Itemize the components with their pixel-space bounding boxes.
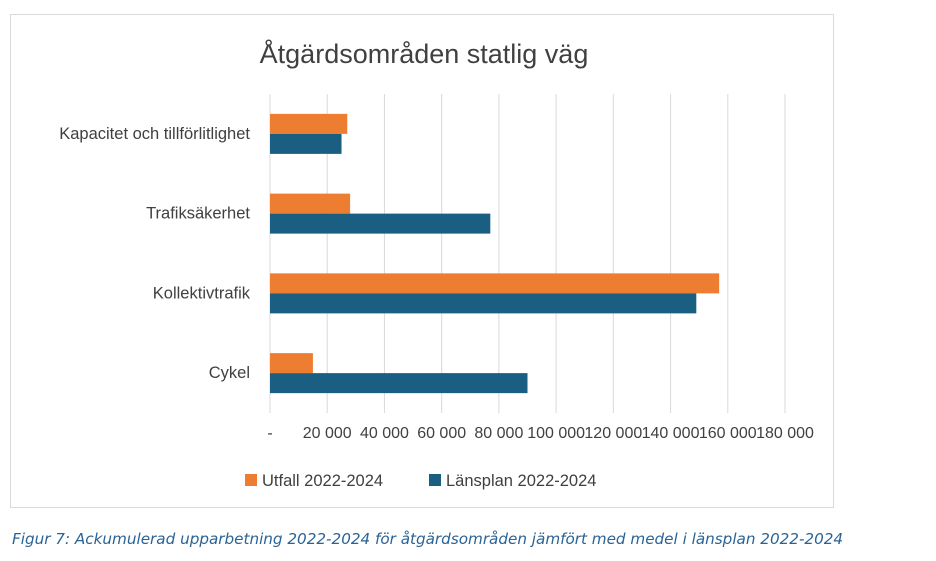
- x-tick-label: 60 000: [417, 425, 466, 442]
- bar: [270, 213, 491, 234]
- legend-swatch: [429, 474, 441, 486]
- category-label: Kollektivtrafik: [153, 284, 251, 302]
- bar: [270, 113, 348, 134]
- bar: [270, 273, 720, 294]
- bar: [270, 193, 351, 214]
- chart-frame: Åtgärdsområden statlig väg Kapacitet och…: [10, 14, 834, 508]
- bar: [270, 373, 528, 394]
- bars: [270, 113, 720, 394]
- x-tick-label: 80 000: [474, 425, 523, 442]
- bar: [270, 293, 697, 314]
- x-tick-label: 180 000: [756, 425, 814, 442]
- chart-title: Åtgärdsområden statlig väg: [260, 38, 589, 69]
- x-tick-label: 120 000: [584, 425, 642, 442]
- figure-caption: Figur 7: Ackumulerad upparbetning 2022-2…: [12, 530, 844, 548]
- bar: [270, 353, 313, 374]
- category-labels: Kapacitet och tillförlitlighet Trafiksäke…: [59, 125, 251, 382]
- bar: [270, 133, 342, 154]
- legend-swatch: [245, 474, 257, 486]
- bar-chart: Åtgärdsområden statlig väg Kapacitet och…: [59, 38, 814, 490]
- x-tick-label: 100 000: [527, 425, 585, 442]
- legend: Utfall 2022-2024 Länsplan 2022-2024: [245, 472, 596, 490]
- grid-lines: [269, 94, 786, 413]
- x-tick-label: 160 000: [699, 425, 757, 442]
- legend-label: Utfall 2022-2024: [262, 472, 383, 490]
- category-label: Trafiksäkerhet: [146, 205, 250, 223]
- legend-label: Länsplan 2022-2024: [446, 472, 596, 490]
- x-tick-label: 20 000: [303, 425, 352, 442]
- x-tick-labels: -20 000 40 000 60 000 80 000 100 000 120 000 1…: [267, 425, 814, 442]
- x-tick-label: -: [267, 425, 272, 442]
- x-tick-label: 140 000: [642, 425, 700, 442]
- x-tick-label: 40 000: [360, 425, 409, 442]
- category-label: Kapacitet och tillförlitlighet: [59, 125, 250, 143]
- category-label: Cykel: [209, 364, 250, 382]
